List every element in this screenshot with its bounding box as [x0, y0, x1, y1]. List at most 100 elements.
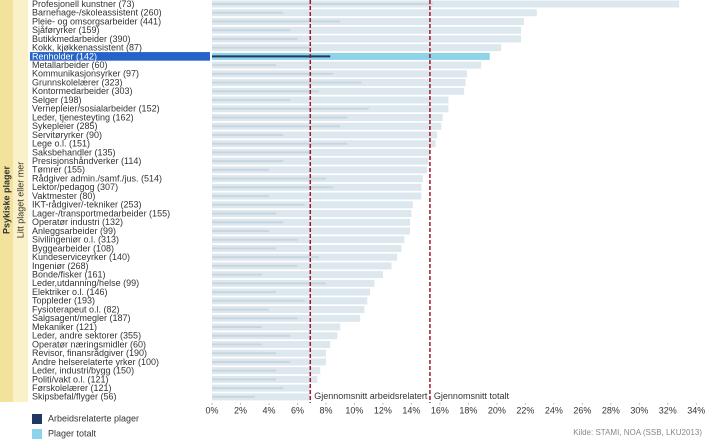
bar-work [212, 99, 291, 102]
y-tick-label: Leder,utdanning/helse (99) [32, 278, 139, 288]
bar-work [212, 264, 298, 267]
y-tick-label: IKT-rådgiver/-tekniker (253) [32, 200, 142, 210]
reference-label: Gjennomsnitt totalt [434, 391, 510, 401]
bar-work [212, 282, 326, 285]
y-tick-label: Lektor/pedagog (307) [32, 182, 118, 192]
bar-work [212, 186, 334, 189]
bar-work [212, 142, 348, 145]
bar-work [212, 352, 277, 355]
y-tick-label: Vaktmester (80) [32, 191, 95, 201]
bar-work [212, 90, 319, 93]
bar-total [212, 96, 449, 104]
bar-total [212, 166, 428, 174]
bar-total [212, 201, 413, 209]
bar-total [212, 52, 490, 60]
y-tick-label: Leder, andre sektorer (355) [32, 331, 141, 341]
y-tick-label: Salgsagent/megler (187) [32, 313, 131, 323]
y-tick-label: Pleie- og omsorgsarbeider (441) [32, 16, 161, 26]
y-tick-label: Kokk, kjøkkenassistent (87) [32, 43, 142, 53]
x-tick-label: 10% [345, 405, 363, 415]
y-tick-label: Byggearbeider (108) [32, 243, 114, 253]
bar-work [212, 203, 305, 206]
bar-total [212, 262, 392, 270]
bar-work [212, 273, 262, 276]
bar-total [212, 323, 341, 331]
bar-work [212, 395, 255, 398]
reference-label: Gjennomsnitt arbeidsrelatert [314, 391, 428, 401]
bar-work [212, 160, 284, 163]
bar-work [212, 3, 433, 5]
y-tick-label: Politi/vakt o.l. (121) [32, 374, 109, 384]
x-tick-label: 20% [488, 405, 506, 415]
bar-work [212, 299, 305, 302]
y-tick-label: Fysioterapeut o.l. (82) [32, 304, 120, 314]
x-tick-label: 22% [516, 405, 534, 415]
bar-work [212, 326, 262, 329]
bar-work [212, 360, 291, 363]
bar-total [212, 288, 371, 296]
bar-total [212, 35, 522, 43]
bar-work [212, 177, 326, 180]
x-tick-label: 4% [262, 405, 275, 415]
y-tick-label: Elektriker o.l. (146) [32, 287, 108, 297]
y-tick-label: Profesjonell kunstner (73) [32, 0, 135, 9]
x-tick-label: 28% [602, 405, 620, 415]
y-tick-label: Kundeserviceyrker (140) [32, 252, 130, 262]
y-tick-label: Saksbehandler (135) [32, 147, 116, 157]
bar-total [212, 131, 438, 139]
bar-work [212, 116, 348, 119]
y-tick-label: Anleggsarbeider (99) [32, 226, 116, 236]
bar-total [212, 17, 524, 25]
bar-work [212, 20, 341, 23]
x-tick-label: 6% [291, 405, 304, 415]
y-tick-label: Revisor, finansrådgiver (190) [32, 348, 147, 358]
bar-work [212, 46, 312, 49]
bar-work [212, 151, 312, 154]
bar-total [212, 306, 365, 314]
y-tick-label: Sjåføryrker (159) [32, 25, 100, 35]
y-tick-label: Kontormedarbeider (303) [32, 86, 133, 96]
bar-work [212, 291, 277, 294]
y-tick-label: Servitøryrker (90) [32, 130, 102, 140]
bar-total [212, 87, 465, 95]
bar-work [212, 64, 277, 67]
y-tick-label: Leder, tjenesteyting (162) [32, 112, 134, 122]
y-tick-label: Selger (198) [32, 95, 82, 105]
x-tick-label: 16% [431, 405, 449, 415]
reference-label-bg [312, 391, 431, 402]
bar-work [212, 247, 277, 250]
x-tick-label: 8% [319, 405, 332, 415]
x-tick-label: 18% [459, 405, 477, 415]
bar-total [212, 0, 680, 8]
legend-swatch [32, 429, 42, 439]
bar-work [212, 168, 269, 171]
y-tick-label: Rådgiver admin./samf./jus. (514) [32, 173, 162, 183]
highlight-band [30, 52, 210, 61]
bar-work [212, 221, 284, 224]
y-tick-label: Toppleder (193) [32, 296, 95, 306]
bar-total [212, 148, 430, 156]
y-tick-label: Lager-/transportmedarbeider (155) [32, 208, 170, 218]
bar-work [212, 212, 277, 215]
bar-work [212, 229, 269, 232]
bar-work [212, 317, 298, 320]
bar-work [212, 55, 331, 58]
y-tick-label: Kommunikasjonsyrker (97) [32, 69, 139, 79]
y-tick-label: Førskolelærer (121) [32, 383, 112, 393]
x-tick-label: 30% [630, 405, 648, 415]
bar-total [212, 9, 537, 17]
bar-work [212, 256, 319, 259]
x-tick-label: 2% [234, 405, 247, 415]
legend-swatch [32, 414, 42, 424]
y-tick-label: Leder, industri/bygg (150) [32, 366, 134, 376]
bar-work [212, 133, 284, 136]
bar-work [212, 343, 262, 346]
y-tick-label: Sivilingeniør o.l. (313) [32, 235, 119, 245]
bar-work [212, 195, 269, 198]
bar-work [212, 378, 277, 381]
y-tick-label: Metallarbeider (60) [32, 60, 108, 70]
y-tick-label: Bonde/fisker (161) [32, 270, 106, 280]
legend-label: Arbeidsrelaterte plager [48, 413, 139, 423]
bar-work [212, 369, 277, 372]
y-tick-label: Sykepleier (285) [32, 121, 98, 131]
